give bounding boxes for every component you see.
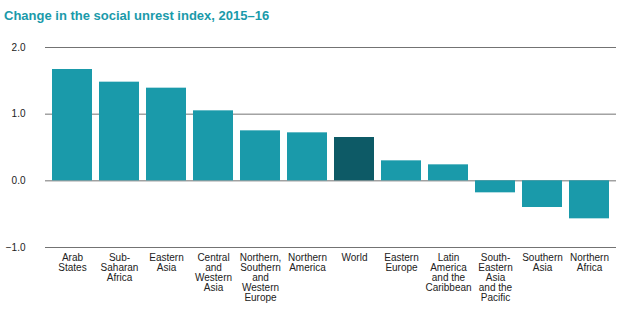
svg-text:1.0: 1.0 bbox=[12, 108, 26, 119]
svg-text:EasternAsia: EasternAsia bbox=[149, 252, 183, 273]
svg-text:South-EasternAsiaand thePacifi: South-EasternAsiaand thePacific bbox=[478, 252, 512, 303]
svg-text:LatinAmericaand theCaribbean: LatinAmericaand theCaribbean bbox=[425, 252, 471, 293]
svg-text:NorthernAmerica: NorthernAmerica bbox=[288, 252, 327, 273]
svg-text:ArabStates: ArabStates bbox=[58, 252, 86, 273]
svg-text:Northern,SouthernandWesternEur: Northern,SouthernandWesternEurope bbox=[240, 252, 282, 303]
svg-text:SouthernAsia: SouthernAsia bbox=[522, 252, 563, 273]
html-text:Change in the social unrest in: Change in the social unrest index, 2015–… bbox=[4, 8, 270, 23]
svg-text:−1.0: −1.0 bbox=[6, 242, 26, 253]
svg-text:NorthernAfrica: NorthernAfrica bbox=[570, 252, 609, 273]
svg-text:Sub-SaharanAfrica: Sub-SaharanAfrica bbox=[101, 252, 139, 283]
svg-text:2.0: 2.0 bbox=[12, 42, 26, 53]
svg-text:World: World bbox=[342, 252, 368, 263]
svg-text:CentralandWesternAsia: CentralandWesternAsia bbox=[195, 252, 232, 293]
svg-text:EasternEurope: EasternEurope bbox=[384, 252, 418, 273]
svg-text:0.0: 0.0 bbox=[12, 175, 26, 186]
